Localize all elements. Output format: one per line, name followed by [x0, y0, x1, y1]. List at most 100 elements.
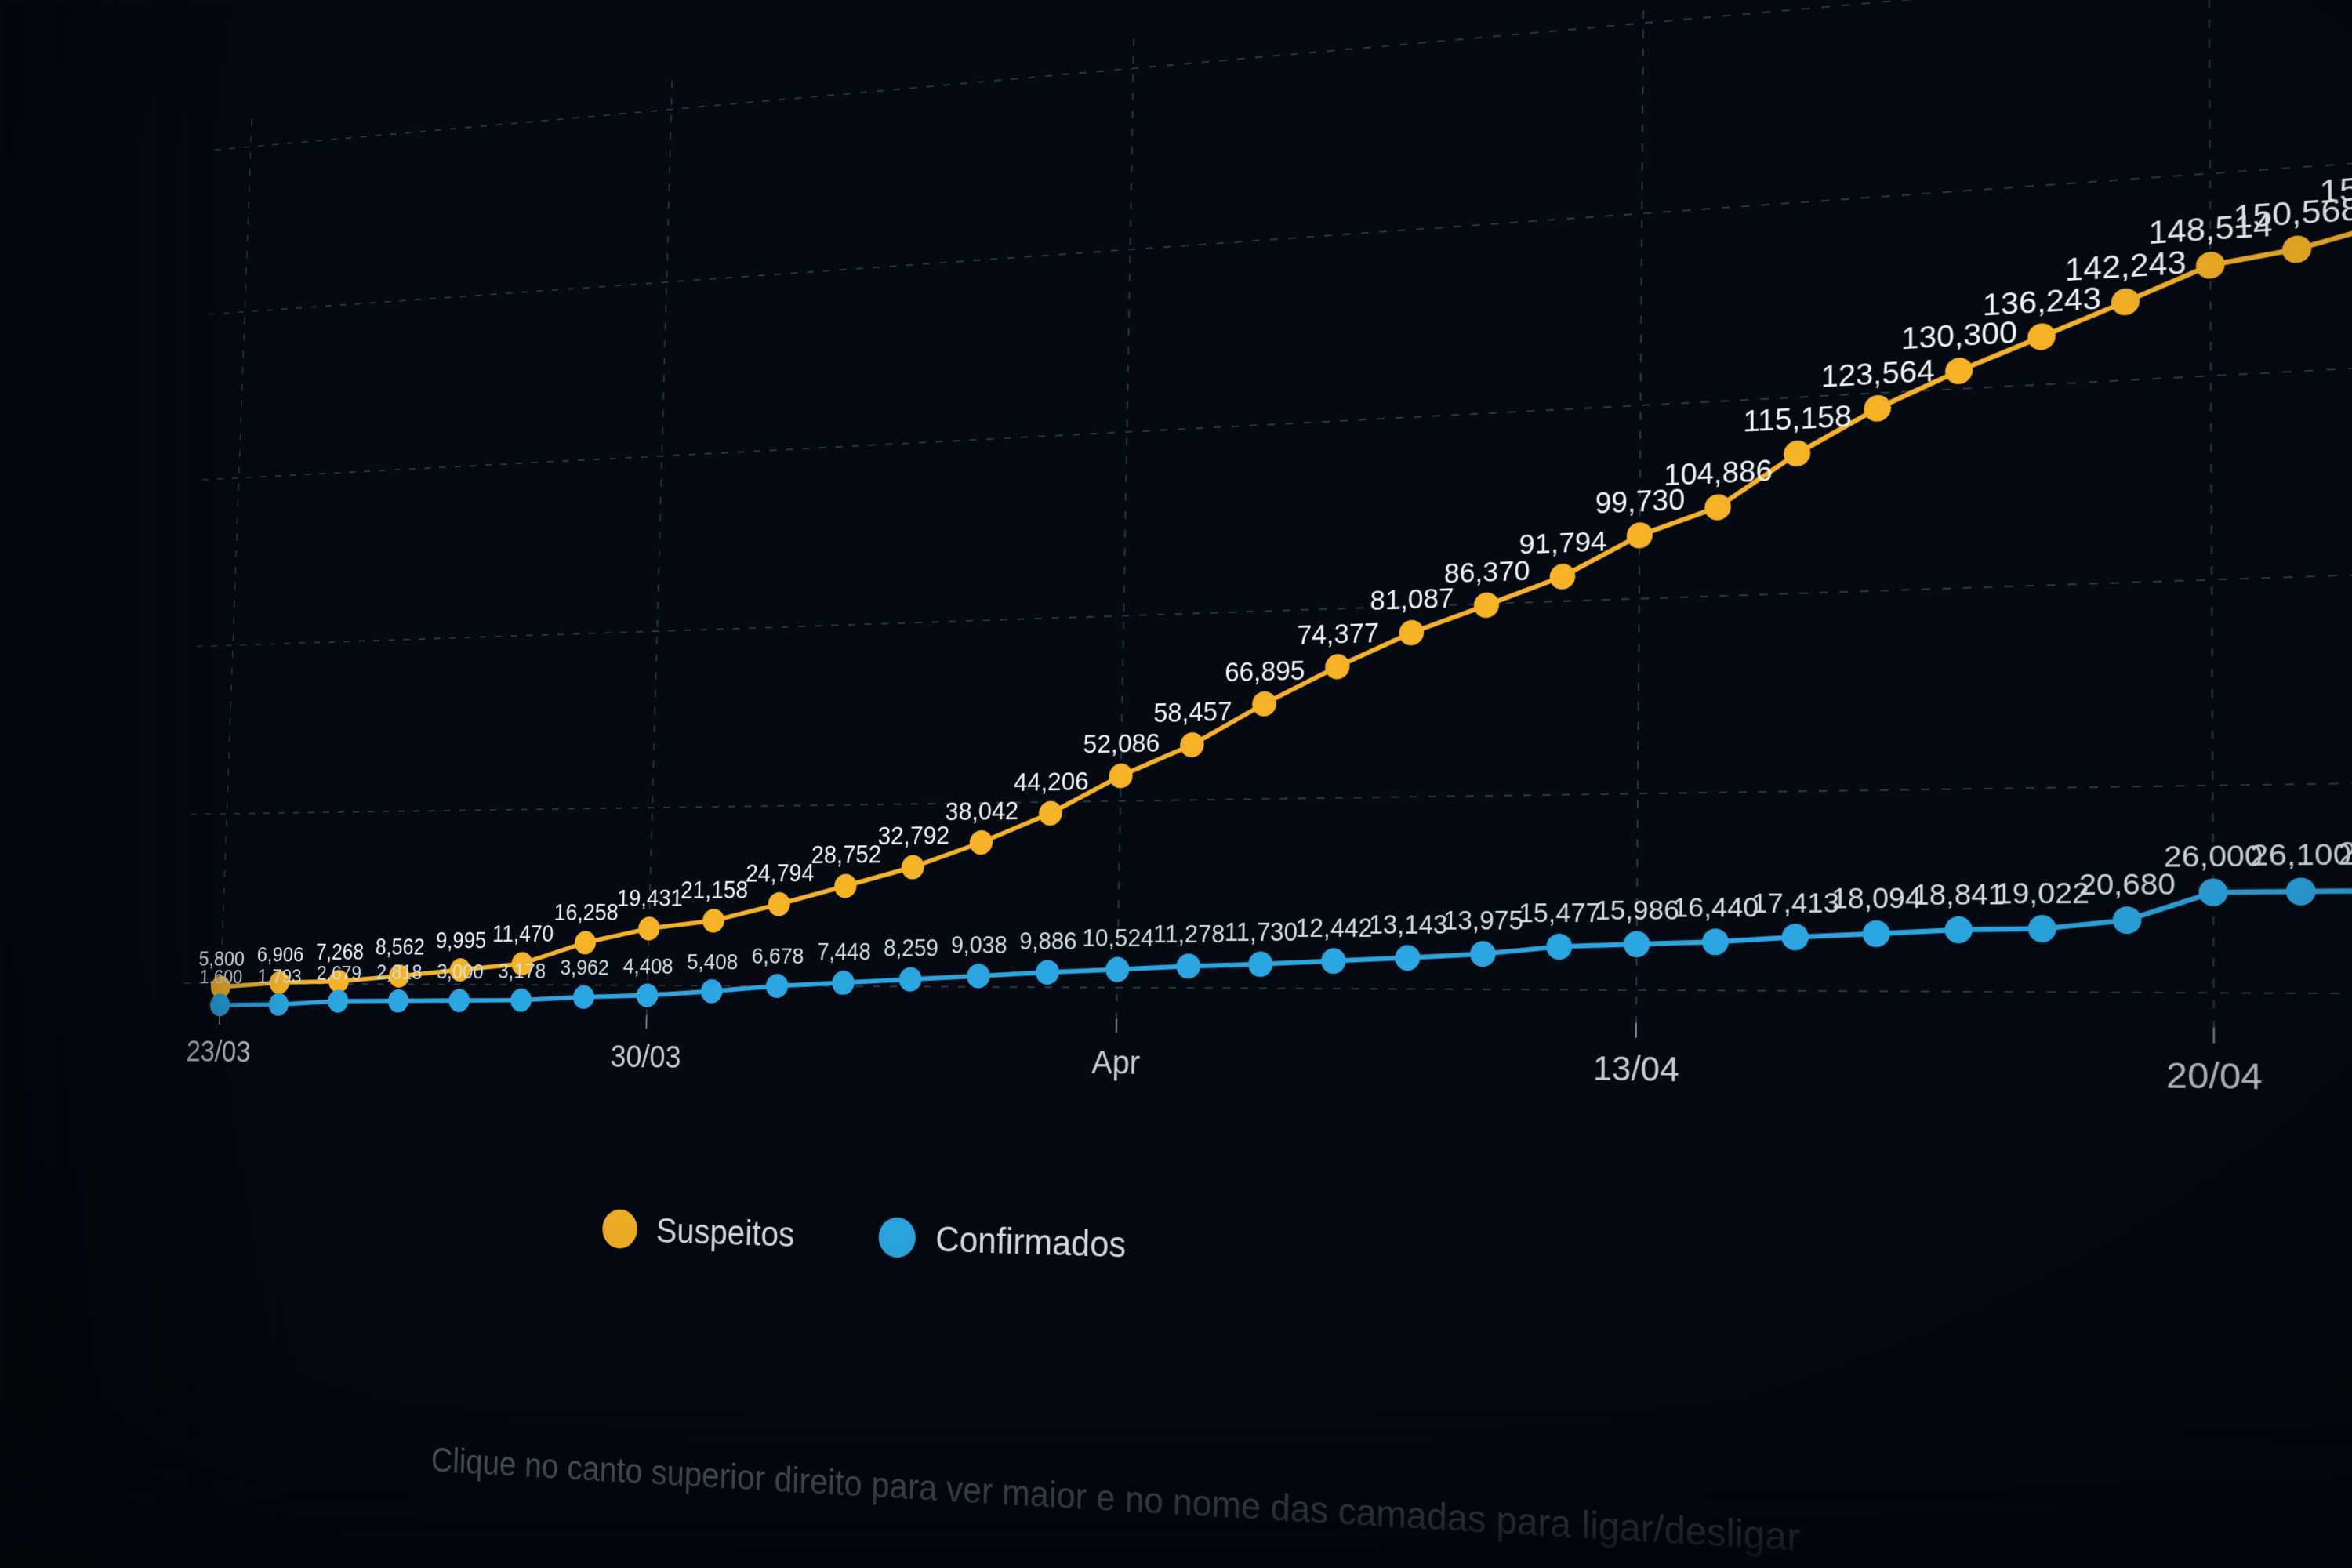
x-tick-label: 13/04 — [1593, 1050, 1679, 1089]
series-marker-confirmados — [268, 993, 289, 1016]
series-marker-suspeitos — [1252, 691, 1276, 717]
series-value-label-confirmados: 18,094 — [1831, 882, 1922, 915]
x-tick-label: 30/03 — [610, 1040, 681, 1075]
series-marker-suspeitos — [1784, 440, 1810, 467]
series-value-label-suspeitos: 11,470 — [492, 921, 554, 947]
series-value-label-suspeitos: 16,258 — [554, 900, 619, 926]
series-marker-confirmados — [2198, 878, 2227, 906]
series-marker-suspeitos — [1704, 494, 1731, 521]
series-value-label-confirmados: 20,680 — [2079, 866, 2176, 901]
series-marker-confirmados — [636, 983, 658, 1007]
series-value-label-confirmados: 11,730 — [1224, 918, 1298, 946]
series-value-label-confirmados: 8,259 — [884, 936, 939, 962]
series-value-label-suspeitos: 74,377 — [1297, 616, 1379, 650]
series-value-label-suspeitos: 44,206 — [1014, 766, 1089, 797]
series-marker-suspeitos — [575, 931, 597, 954]
series-value-label-confirmados: 18,841 — [1913, 878, 2005, 911]
series-marker-confirmados — [1036, 960, 1059, 985]
series-marker-suspeitos — [2282, 234, 2312, 263]
series-value-label-confirmados: 9,886 — [1019, 927, 1077, 955]
series-marker-confirmados — [210, 993, 230, 1016]
series-marker-confirmados — [1321, 948, 1346, 974]
series-value-label-suspeitos: 28,752 — [811, 840, 881, 869]
series-value-label-confirmados: 17,413 — [1751, 886, 1839, 918]
series-value-label-suspeitos: 86,370 — [1444, 555, 1530, 590]
series-value-label-confirmados: 2,818 — [376, 960, 423, 984]
series-marker-suspeitos — [2027, 323, 2056, 351]
series-value-label-confirmados: 2,679 — [317, 961, 362, 985]
series-value-label-confirmados: 26,100 — [2250, 838, 2351, 873]
series-value-label-confirmados: 6,678 — [751, 943, 804, 969]
x-tick-label: 20/04 — [2166, 1056, 2263, 1098]
series-marker-confirmados — [1470, 941, 1496, 967]
series-marker-confirmados — [1546, 934, 1572, 960]
series-value-label-suspeitos: 91,794 — [1519, 526, 1606, 561]
series-value-label-confirmados: 12,442 — [1295, 915, 1372, 943]
series-suspeitos: 5,8006,9067,2688,5629,99511,47016,25819,… — [198, 0, 2352, 1014]
series-marker-confirmados — [1782, 924, 1809, 950]
series-value-label-suspeitos: 9,995 — [436, 928, 487, 953]
series-marker-confirmados — [448, 989, 470, 1012]
series-marker-confirmados — [510, 989, 532, 1012]
series-marker-confirmados — [2286, 877, 2316, 906]
series-marker-suspeitos — [1945, 357, 1973, 385]
series-marker-suspeitos — [1109, 763, 1133, 788]
series-value-label-confirmados: 5,408 — [687, 949, 739, 974]
series-value-label-confirmados: 9,038 — [951, 932, 1007, 959]
series-value-label-suspeitos: 8,562 — [375, 935, 425, 960]
grid-h-line — [203, 364, 2352, 480]
series-value-label-confirmados: 3,000 — [437, 959, 485, 983]
series-marker-confirmados — [1248, 952, 1273, 977]
series-marker-suspeitos — [902, 855, 925, 879]
series-value-label-confirmados: 26,163 — [2338, 837, 2352, 872]
series-value-label-suspeitos: 21,158 — [681, 877, 749, 904]
series-marker-confirmados — [1176, 953, 1200, 978]
grid-h-line — [191, 782, 2352, 815]
series-value-label-suspeitos: 115,158 — [1743, 400, 1852, 438]
series-marker-confirmados — [1863, 920, 1890, 947]
series-value-label-confirmados: 16,440 — [1672, 891, 1759, 924]
x-tick-label: 23/03 — [186, 1035, 251, 1069]
series-marker-confirmados — [700, 979, 723, 1004]
legend-item[interactable]: Suspeitos — [602, 1208, 795, 1255]
chart-stage: 23/0330/03Apr13/0420/045,8006,9067,2688,… — [0, 0, 2352, 1568]
grid-v-line — [220, 119, 252, 1011]
x-tick-label: Apr — [1091, 1045, 1141, 1082]
series-marker-confirmados — [1944, 916, 1973, 944]
series-marker-confirmados — [2113, 906, 2142, 934]
series-value-label-suspeitos: 38,042 — [945, 796, 1018, 826]
legend-item[interactable]: Confirmados — [878, 1216, 1127, 1265]
series-marker-confirmados — [832, 971, 855, 995]
series-marker-suspeitos — [834, 874, 857, 898]
legend-swatch — [602, 1209, 638, 1249]
series-value-label-suspeitos: 123,564 — [1821, 354, 1935, 394]
series-marker-confirmados — [2028, 915, 2056, 942]
legend-label: Suspeitos — [655, 1210, 795, 1255]
series-marker-suspeitos — [1627, 522, 1653, 549]
series-marker-confirmados — [1395, 945, 1420, 971]
series-marker-suspeitos — [2111, 288, 2140, 316]
series-marker-confirmados — [967, 964, 990, 988]
series-value-label-confirmados: 15,477 — [1519, 898, 1601, 928]
series-marker-confirmados — [573, 985, 595, 1009]
series-value-label-suspeitos: 104,886 — [1664, 454, 1773, 492]
grid — [183, 0, 2352, 1029]
series-marker-confirmados — [898, 967, 922, 991]
series-marker-suspeitos — [1864, 394, 1891, 422]
series-value-label-confirmados: 3,178 — [498, 958, 546, 982]
series-value-label-suspeitos: 58,457 — [1153, 696, 1232, 728]
series-value-label-suspeitos: 130,300 — [1901, 315, 2017, 356]
series-marker-suspeitos — [1474, 592, 1500, 619]
series-value-label-suspeitos: 142,243 — [2065, 245, 2187, 288]
series-marker-suspeitos — [1039, 800, 1062, 826]
grid-h-line — [215, 0, 2352, 150]
series-value-label-suspeitos: 52,086 — [1083, 728, 1160, 759]
legend-swatch — [878, 1217, 916, 1258]
x-axis: 23/03 30/03 Apr 13/04 20/04 — [186, 1011, 2263, 1098]
series-value-label-confirmados: 10,524 — [1082, 924, 1154, 952]
series-marker-suspeitos — [1325, 654, 1350, 680]
series-value-label-suspeitos: 24,794 — [746, 859, 815, 887]
series-marker-suspeitos — [1180, 732, 1204, 757]
series-marker-confirmados — [766, 974, 789, 998]
series-marker-suspeitos — [969, 830, 993, 855]
